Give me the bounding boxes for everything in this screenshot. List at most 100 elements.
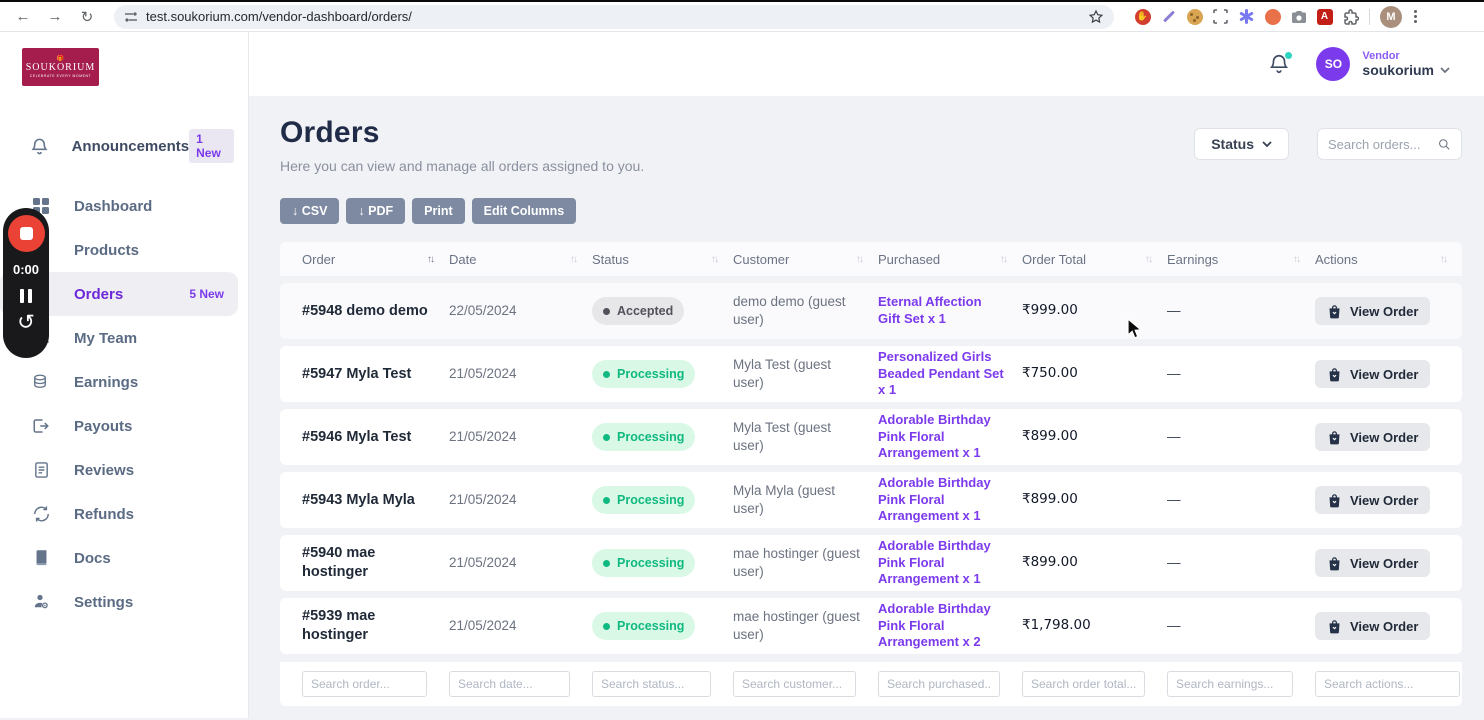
earnings-value: — <box>1167 492 1181 508</box>
column-header-earnings[interactable]: Earnings ↑↓ <box>1167 251 1301 267</box>
order-date: 21/05/2024 <box>449 555 517 571</box>
column-header-order[interactable]: Order ↑↓ <box>302 251 435 267</box>
page-title: Orders <box>280 116 380 149</box>
purchased-link[interactable]: Personalized Girls Beaded Pendant Set x … <box>878 348 1004 398</box>
purchased-link[interactable]: Adorable Birthday Pink Floral Arrangemen… <box>878 600 991 650</box>
export-pdf-button[interactable]: ↓ PDF <box>346 198 406 224</box>
orders-search[interactable] <box>1317 128 1462 160</box>
status-dot <box>603 622 610 630</box>
sort-icon[interactable]: ↑↓ <box>1293 253 1301 265</box>
column-header-purchased[interactable]: Purchased ↑↓ <box>878 251 1008 267</box>
pen-icon[interactable] <box>1160 8 1177 25</box>
sidebar-item-reviews[interactable]: Reviews <box>0 448 248 492</box>
column-header-status[interactable]: Status ↑↓ <box>592 251 719 267</box>
sidebar-item-earnings[interactable]: Earnings <box>0 360 248 404</box>
view-order-button[interactable]: View Order <box>1315 423 1431 451</box>
print-button[interactable]: Print <box>412 198 465 224</box>
order-id[interactable]: #5943 Myla Myla <box>302 491 415 508</box>
order-id[interactable]: #5939 mae hostinger <box>302 608 376 643</box>
persona-icon[interactable] <box>1264 8 1281 25</box>
bookmark-star-icon[interactable] <box>1088 9 1104 25</box>
sidebar-item-payouts[interactable]: Payouts <box>0 404 248 448</box>
reload-icon[interactable]: ↻ <box>80 8 94 26</box>
view-order-button[interactable]: View Order <box>1315 549 1431 577</box>
sort-icon[interactable]: ↑↓ <box>427 253 435 265</box>
sort-icon[interactable]: ↑↓ <box>711 253 719 265</box>
gift-icon: 🎁 <box>56 56 65 62</box>
purchased-link[interactable]: Adorable Birthday Pink Floral Arrangemen… <box>878 411 991 461</box>
column-header-customer[interactable]: Customer ↑↓ <box>733 251 864 267</box>
filter-earnings-input[interactable] <box>1167 671 1293 697</box>
table-row: #5943 Myla Myla 21/05/2024 Processing My… <box>280 472 1462 528</box>
sidebar-item-docs[interactable]: Docs <box>0 536 248 580</box>
purchased-link[interactable]: Adorable Birthday Pink Floral Arrangemen… <box>878 537 991 587</box>
sidebar-item-settings[interactable]: Settings <box>0 580 248 624</box>
notifications-bell-icon[interactable] <box>1268 52 1293 75</box>
filter-status-input[interactable] <box>592 671 711 697</box>
order-total: ₹899.00 <box>1022 554 1078 571</box>
edit-columns-button[interactable]: Edit Columns <box>471 198 577 224</box>
user-gear-icon <box>30 593 52 611</box>
stop-recording-button[interactable] <box>7 215 45 252</box>
table-header: Order ↑↓ Date ↑↓ Status ↑↓ Customer ↑↓ Purch… <box>280 242 1462 276</box>
filter-actions-input[interactable] <box>1315 671 1460 697</box>
view-order-button[interactable]: View Order <box>1315 297 1431 325</box>
column-header-actions[interactable]: Actions ↑↓ <box>1315 251 1448 267</box>
chevron-down-icon <box>1440 66 1450 73</box>
sidebar-item-dashboard[interactable]: Dashboard <box>0 184 248 228</box>
sort-icon[interactable]: ↑↓ <box>1440 253 1448 265</box>
browser-menu-icon[interactable] <box>1408 10 1423 23</box>
view-order-button[interactable]: View Order <box>1315 486 1431 514</box>
purchased-link[interactable]: Adorable Birthday Pink Floral Arrangemen… <box>878 474 991 524</box>
order-date: 21/05/2024 <box>449 366 517 382</box>
order-id[interactable]: #5948 demo demo <box>302 302 428 319</box>
order-id[interactable]: #5940 mae hostinger <box>302 545 376 580</box>
restart-recording-button[interactable]: ↺ <box>17 310 35 334</box>
capture-icon[interactable] <box>1212 8 1229 25</box>
sidebar-item-refunds[interactable]: Refunds <box>0 492 248 536</box>
sort-icon[interactable]: ↑↓ <box>1145 253 1153 265</box>
sidebar-item-announcements[interactable]: Announcements 1 New <box>0 124 248 168</box>
chevron-down-icon <box>1262 140 1272 147</box>
cookie-icon[interactable] <box>1186 8 1203 25</box>
bag-icon <box>1329 367 1340 381</box>
screen-recorder-widget: 0:00 ↺ <box>3 208 49 358</box>
browser-toolbar: ← → ↻ test.soukorium.com/vendor-dashboar… <box>0 0 1484 32</box>
status-filter-dropdown[interactable]: Status <box>1194 128 1289 160</box>
status-dot <box>603 370 610 378</box>
order-id[interactable]: #5946 Myla Test <box>302 428 412 445</box>
site-settings-icon[interactable] <box>124 10 138 24</box>
forward-icon[interactable]: → <box>47 8 63 25</box>
back-icon[interactable]: ← <box>15 8 31 25</box>
sort-icon[interactable]: ↑↓ <box>1000 253 1008 265</box>
column-header-order-total[interactable]: Order Total ↑↓ <box>1022 251 1153 267</box>
filter-customer-input[interactable] <box>733 671 856 697</box>
acrobat-icon[interactable]: A <box>1316 8 1333 25</box>
filter-date-input[interactable] <box>449 671 570 697</box>
filter-order-total-input[interactable] <box>1022 671 1145 697</box>
pause-recording-button[interactable] <box>20 289 32 303</box>
page-subtitle: Here you can view and manage all orders … <box>280 158 645 174</box>
export-csv-button[interactable]: ↓ CSV <box>280 198 340 224</box>
customer-name: Myla Test (guest user) <box>733 420 832 453</box>
vendor-profile-menu[interactable]: SO Vendor soukorium <box>1316 47 1450 81</box>
camera-icon[interactable] <box>1290 8 1307 25</box>
orders-search-input[interactable] <box>1328 136 1433 152</box>
address-bar[interactable]: test.soukorium.com/vendor-dashboard/orde… <box>114 4 1114 29</box>
adblock-icon[interactable]: ✋ <box>1134 8 1151 25</box>
column-header-date[interactable]: Date ↑↓ <box>449 251 578 267</box>
view-order-button[interactable]: View Order <box>1315 612 1431 640</box>
filter-order-input[interactable] <box>302 671 427 697</box>
browser-profile-avatar[interactable]: M <box>1380 5 1402 28</box>
filter-purchased-input[interactable] <box>878 671 1000 697</box>
asterisk-icon[interactable] <box>1238 8 1255 25</box>
view-order-button[interactable]: View Order <box>1315 360 1431 388</box>
sort-icon[interactable]: ↑↓ <box>570 253 578 265</box>
sort-icon[interactable]: ↑↓ <box>856 253 864 265</box>
table-row: #5948 demo demo 22/05/2024 Accepted demo… <box>280 283 1462 339</box>
purchased-link[interactable]: Eternal Affection Gift Set x 1 <box>878 294 982 326</box>
status-badge: Processing <box>592 611 696 641</box>
extensions-puzzle-icon[interactable] <box>1342 8 1359 25</box>
order-id[interactable]: #5947 Myla Test <box>302 365 412 382</box>
soukorium-logo[interactable]: 🎁 SOUKORIUM CELEBRATE EVERY MOMENT <box>22 48 99 86</box>
